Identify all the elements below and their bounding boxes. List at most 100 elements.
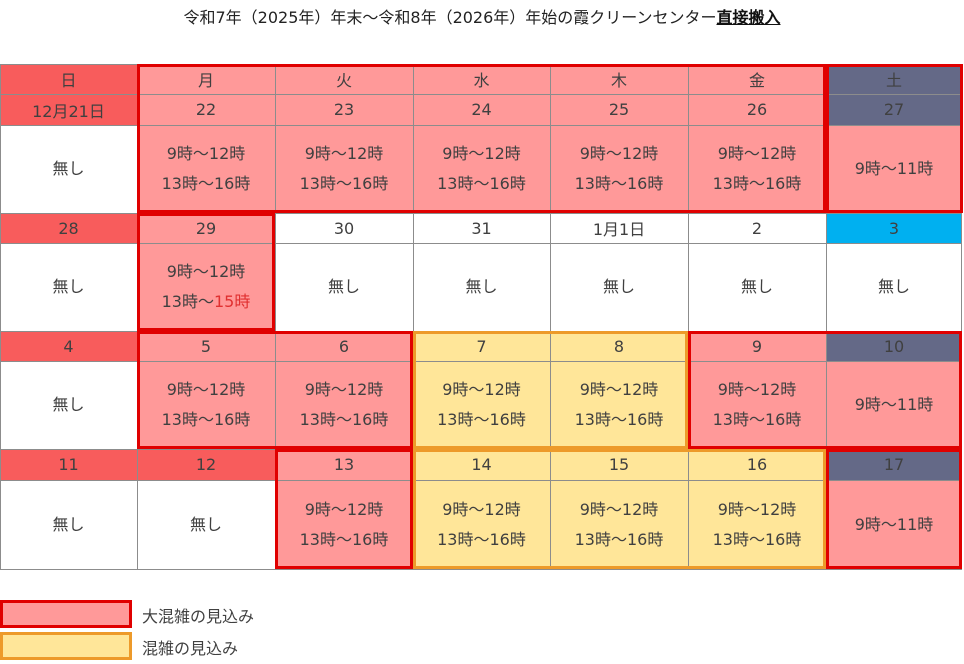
grid-line xyxy=(137,64,138,569)
hours-line: 9時～12時 xyxy=(717,499,797,519)
date-cell: 26 xyxy=(688,94,826,125)
weekday-header-thursday: 木 xyxy=(550,64,688,94)
grid-line xyxy=(688,64,689,569)
hours-cell: 9時～11時 xyxy=(826,480,962,569)
hours-line: 9時～12時 xyxy=(166,262,246,281)
hours-line: 13時～16時 xyxy=(712,174,802,193)
date-cell: 7 xyxy=(413,331,550,361)
date-cell: 23 xyxy=(275,94,413,125)
hours-cell: 無し xyxy=(137,480,275,569)
grid-line xyxy=(0,331,962,332)
date-cell: 14 xyxy=(413,449,550,480)
hours-line: 無し xyxy=(189,514,222,534)
grid-line xyxy=(0,361,962,362)
grid-line xyxy=(961,64,962,569)
hours-line: 9時～12時 xyxy=(166,380,246,399)
hours-line: 無し xyxy=(52,395,85,414)
hours-line: 無し xyxy=(52,277,85,296)
weekday-header-monday: 月 xyxy=(137,64,275,94)
title-main: 令和7年（2025年）年末～令和8年（2026年）年始の霞クリーンセンター xyxy=(183,8,717,27)
grid-line xyxy=(0,125,962,126)
hours-line: 9時～12時 xyxy=(579,144,659,163)
hours-line: 13時～16時 xyxy=(574,410,664,429)
date-cell: 16 xyxy=(688,449,826,480)
hours-cell: 無し xyxy=(0,361,137,449)
hours-cell: 無し xyxy=(826,243,962,331)
hours-cell: 無し xyxy=(688,243,826,331)
weekday-header-wednesday: 水 xyxy=(413,64,550,94)
hours-line: 13時～16時 xyxy=(437,174,526,193)
page-title: 令和7年（2025年）年末～令和8年（2026年）年始の霞クリーンセンター直接搬… xyxy=(0,4,964,28)
hours-line: 9時～11時 xyxy=(854,159,934,178)
hours-line: 9時～12時 xyxy=(717,144,797,163)
date-cell: 2 xyxy=(688,213,826,243)
legend-label-moderate: 混雑の見込み xyxy=(142,639,239,658)
grid-line xyxy=(0,64,962,65)
weekday-header-saturday: 土 xyxy=(826,64,962,94)
legend-swatch-heavy xyxy=(0,600,132,628)
weekday-header-tuesday: 火 xyxy=(275,64,413,94)
hours-line: 9時～12時 xyxy=(579,499,659,519)
hours-line: 9時～12時 xyxy=(304,144,384,163)
hours-cell: 9時～12時 13時～16時 xyxy=(550,125,688,213)
hours-cell: 9時～12時 13時～16時 xyxy=(688,480,826,569)
title-emphasis: 直接搬入 xyxy=(716,8,781,27)
hours-cell: 9時～12時 13時～16時 xyxy=(550,361,688,449)
hours-cell: 9時～12時 13時～16時 xyxy=(550,480,688,569)
date-cell: 29 xyxy=(137,213,275,243)
date-cell: 5 xyxy=(137,331,275,361)
hours-cell: 9時～11時 xyxy=(826,361,962,449)
hours-line: 無し xyxy=(327,277,360,296)
hours-cell: 9時～12時 13時～16時 xyxy=(137,125,275,213)
hours-cell: 9時～12時 13時～16時 xyxy=(688,125,826,213)
date-cell: 22 xyxy=(137,94,275,125)
hours-cell: 9時～11時 xyxy=(826,125,962,213)
date-cell: 28 xyxy=(0,213,137,243)
date-cell: 12月21日 xyxy=(0,94,137,125)
date-cell: 13 xyxy=(275,449,413,480)
hours-line: 無し xyxy=(602,277,635,296)
date-cell: 10 xyxy=(826,331,962,361)
hours-line: 無し xyxy=(877,277,910,296)
hours-line: 13時～16時 xyxy=(437,410,526,429)
date-cell: 24 xyxy=(413,94,550,125)
date-cell: 15 xyxy=(550,449,688,480)
hours-cell: 無し xyxy=(0,243,137,331)
date-cell: 6 xyxy=(275,331,413,361)
hours-line: 13時～16時 xyxy=(712,529,802,549)
hours-line: 9時～11時 xyxy=(854,514,934,534)
hours-line: 無し xyxy=(52,159,85,178)
date-cell: 8 xyxy=(550,331,688,361)
grid-line xyxy=(0,213,962,214)
hours-line: 9時～12時 xyxy=(304,499,384,519)
grid-line xyxy=(275,64,276,569)
weekday-header-sunday: 日 xyxy=(0,64,137,94)
hours-cell: 無し xyxy=(550,243,688,331)
date-cell: 17 xyxy=(826,449,962,480)
hours-line: 9時～12時 xyxy=(579,380,659,399)
date-cell: 31 xyxy=(413,213,550,243)
grid-line xyxy=(0,480,962,481)
legend-label-heavy: 大混雑の見込み xyxy=(142,607,255,626)
hours-cell: 9時～12時 13時～16時 xyxy=(275,480,413,569)
date-cell: 11 xyxy=(0,449,137,480)
date-cell: 9 xyxy=(688,331,826,361)
grid-line xyxy=(0,569,962,570)
hours-cell: 無し xyxy=(0,125,137,213)
hours-line: 9時～12時 xyxy=(442,499,521,519)
hours-cell: 9時～12時 13時～16時 xyxy=(275,361,413,449)
date-cell: 3 xyxy=(826,213,962,243)
calendar-grid: 日月火水木金土 12月21日 22 23 24 25 26 27 無し 9時～12時 13時～16時… xyxy=(0,64,963,570)
hours-cell: 9時～12時 13時～15時 xyxy=(137,243,275,331)
date-cell: 30 xyxy=(275,213,413,243)
hours-line: 13時～16時 xyxy=(161,174,251,193)
hours-line: 13時～16時 xyxy=(299,174,389,193)
hours-line: 無し xyxy=(740,277,773,296)
hours-cell: 無し xyxy=(0,480,137,569)
hours-line: 13時～16時 xyxy=(574,174,664,193)
grid-line xyxy=(0,94,962,95)
hours-line: 13時～15時 xyxy=(161,292,251,311)
hours-line: 13時～16時 xyxy=(299,410,389,429)
legend-swatch-moderate xyxy=(0,632,132,660)
hours-line: 13時～16時 xyxy=(574,529,664,549)
